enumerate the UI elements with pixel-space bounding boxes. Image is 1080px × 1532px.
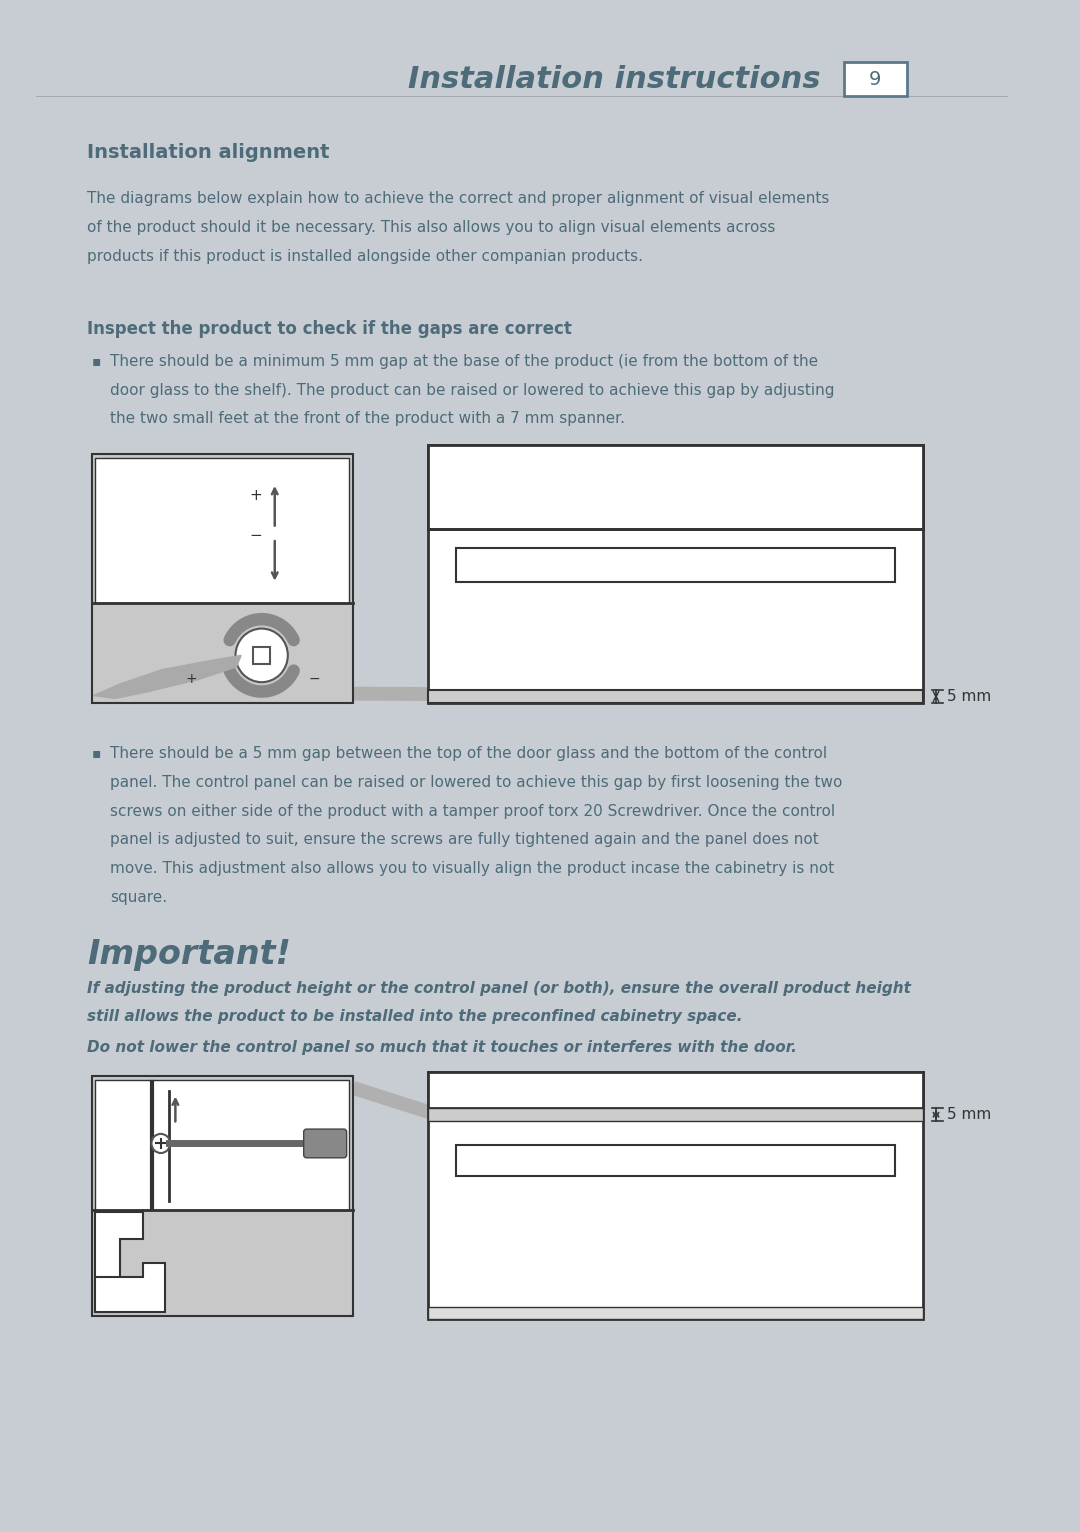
Text: −: −	[308, 673, 320, 686]
FancyBboxPatch shape	[303, 1129, 347, 1158]
Text: Important!: Important!	[87, 938, 291, 971]
Text: 5 mm: 5 mm	[947, 689, 991, 705]
Bar	[456, 1146, 895, 1177]
Text: There should be a minimum 5 mm gap at the base of the product (ie from the botto: There should be a minimum 5 mm gap at th…	[110, 354, 819, 369]
Text: products if this product is installed alongside other companian products.: products if this product is installed al…	[87, 248, 643, 264]
Text: ▪: ▪	[92, 746, 102, 760]
Text: move. This adjustment also allows you to visually align the product incase the c: move. This adjustment also allows you to…	[110, 861, 835, 876]
Text: of the product should it be necessary. This also allows you to align visual elem: of the product should it be necessary. T…	[87, 221, 775, 234]
Text: −: −	[248, 527, 261, 542]
Text: If adjusting the product height or the control panel (or both), ensure the overa: If adjusting the product height or the c…	[87, 980, 910, 996]
Text: square.: square.	[110, 890, 167, 905]
Text: screws on either side of the product with a tamper proof torx 20 Screwdriver. On: screws on either side of the product wit…	[110, 804, 836, 818]
Text: +: +	[186, 673, 197, 686]
Bar	[95, 1080, 350, 1210]
Bar	[428, 1072, 923, 1319]
Bar	[428, 689, 923, 703]
Text: 9: 9	[869, 70, 881, 89]
Polygon shape	[95, 1262, 164, 1311]
Text: Installation instructions: Installation instructions	[407, 64, 820, 93]
Polygon shape	[95, 1212, 143, 1311]
Bar	[428, 444, 923, 703]
Circle shape	[235, 628, 287, 682]
Bar	[254, 647, 270, 663]
Bar	[92, 455, 353, 703]
Text: panel is adjusted to suit, ensure the screws are fully tightened again and the p: panel is adjusted to suit, ensure the sc…	[110, 832, 819, 847]
Text: panel. The control panel can be raised or lowered to achieve this gap by first l: panel. The control panel can be raised o…	[110, 775, 842, 791]
Text: Do not lower the control panel so much that it touches or interferes with the do: Do not lower the control panel so much t…	[87, 1040, 797, 1056]
Text: There should be a 5 mm gap between the top of the door glass and the bottom of t: There should be a 5 mm gap between the t…	[110, 746, 827, 761]
Bar	[428, 444, 923, 529]
Text: 5 mm: 5 mm	[947, 1108, 991, 1123]
Text: door glass to the shelf). The product can be raised or lowered to achieve this g: door glass to the shelf). The product ca…	[110, 383, 835, 398]
Text: still allows the product to be installed into the preconfined cabinetry space.: still allows the product to be installed…	[87, 1010, 743, 1025]
Circle shape	[151, 1134, 171, 1154]
Bar	[95, 458, 350, 602]
Text: Installation alignment: Installation alignment	[87, 144, 329, 162]
Text: +: +	[248, 487, 261, 502]
Text: Inspect the product to check if the gaps are correct: Inspect the product to check if the gaps…	[87, 320, 572, 339]
Bar	[428, 1307, 923, 1319]
Text: The diagrams below explain how to achieve the correct and proper alignment of vi: The diagrams below explain how to achiev…	[87, 192, 829, 207]
Text: the two small feet at the front of the product with a 7 mm spanner.: the two small feet at the front of the p…	[110, 411, 625, 426]
Bar	[92, 1077, 353, 1316]
Text: ▪: ▪	[92, 354, 102, 368]
Bar	[428, 1072, 923, 1108]
Bar	[843, 61, 907, 97]
Bar	[456, 548, 895, 582]
Bar	[428, 1108, 923, 1121]
Polygon shape	[94, 656, 241, 699]
